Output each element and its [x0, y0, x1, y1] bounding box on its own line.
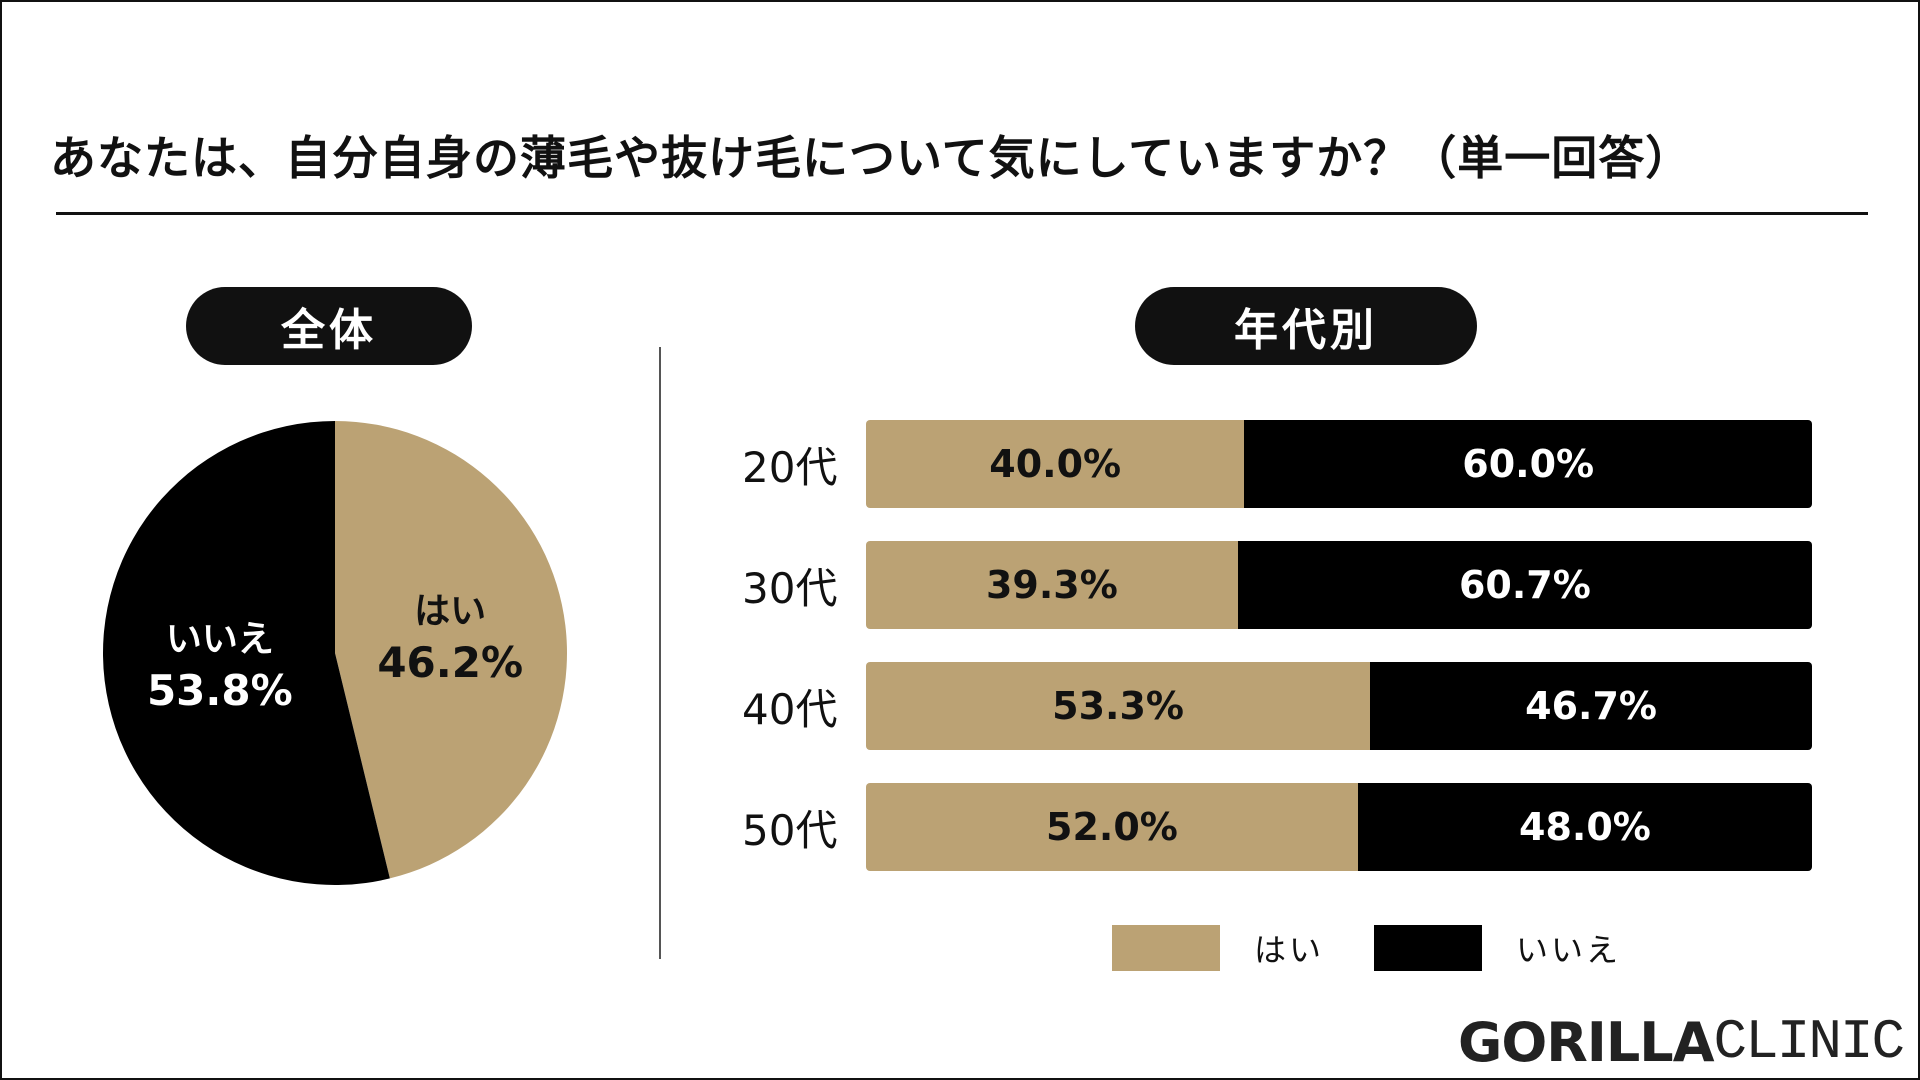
bar-segment-no: 48.0%: [1357, 783, 1812, 871]
bar-track: 39.3% 60.7%: [866, 541, 1812, 629]
bar-segment-no: 60.0%: [1244, 420, 1812, 508]
pie-chart: はい 46.2% いいえ 53.8%: [103, 421, 568, 885]
bar-segment-yes: 40.0%: [866, 420, 1245, 508]
overall-section-label: 全体: [186, 287, 472, 365]
pie-slice-yes: [335, 421, 568, 879]
bar-segment-yes: 39.3%: [866, 541, 1238, 629]
legend-item-no: いいえ: [1374, 924, 1621, 972]
logo-text-light: CLINIC: [1713, 1010, 1906, 1074]
bar-segment-yes: 53.3%: [866, 662, 1371, 750]
pie-value-label-no: 53.8%: [147, 666, 293, 715]
bar-category-label: 20代: [742, 442, 838, 492]
legend-label-yes: はい: [1254, 931, 1325, 969]
bar-segment-no: 46.7%: [1370, 662, 1812, 750]
stacked-bar-chart: 20代 40.0% 60.0% 30代 39.3% 60.7% 40代 53.3% 46.7% 5…: [742, 420, 1812, 880]
by-age-section-label: 年代別: [1135, 287, 1477, 365]
bar-segment-yes: 52.0%: [866, 783, 1358, 871]
chart-title: あなたは、自分自身の薄毛や抜け毛について気にしていますか？（単一回答）: [50, 131, 1693, 185]
gorilla-clinic-logo: GORILLA CLINIC: [1458, 1010, 1914, 1074]
title-underline: [56, 212, 1868, 215]
pie-category-label-no: いいえ: [166, 619, 274, 660]
legend-swatch-no: [1374, 925, 1482, 971]
bar-segment-no: 60.7%: [1237, 541, 1812, 629]
logo-text-bold: GORILLA: [1458, 1010, 1715, 1074]
bar-row: 40代 53.3% 46.7%: [742, 662, 1812, 750]
section-divider: [659, 347, 661, 959]
bar-row: 30代 39.3% 60.7%: [742, 541, 1812, 629]
bar-track: 53.3% 46.7%: [866, 662, 1812, 750]
bar-track: 52.0% 48.0%: [866, 783, 1812, 871]
bar-track: 40.0% 60.0%: [866, 420, 1812, 508]
pie-slice-no: [103, 421, 390, 885]
pie-category-label-yes: はい: [414, 591, 486, 632]
legend-swatch-yes: [1112, 925, 1220, 971]
bar-legend: はい いいえ: [1112, 924, 1812, 972]
bar-row: 50代 52.0% 48.0%: [742, 783, 1812, 871]
bar-category-label: 40代: [742, 684, 838, 734]
bar-category-label: 30代: [742, 563, 838, 613]
pie-value-label-yes: 46.2%: [377, 638, 523, 687]
legend-item-yes: はい: [1112, 924, 1324, 972]
bar-row: 20代 40.0% 60.0%: [742, 420, 1812, 508]
legend-label-no: いいえ: [1516, 931, 1622, 969]
bar-category-label: 50代: [742, 805, 838, 855]
